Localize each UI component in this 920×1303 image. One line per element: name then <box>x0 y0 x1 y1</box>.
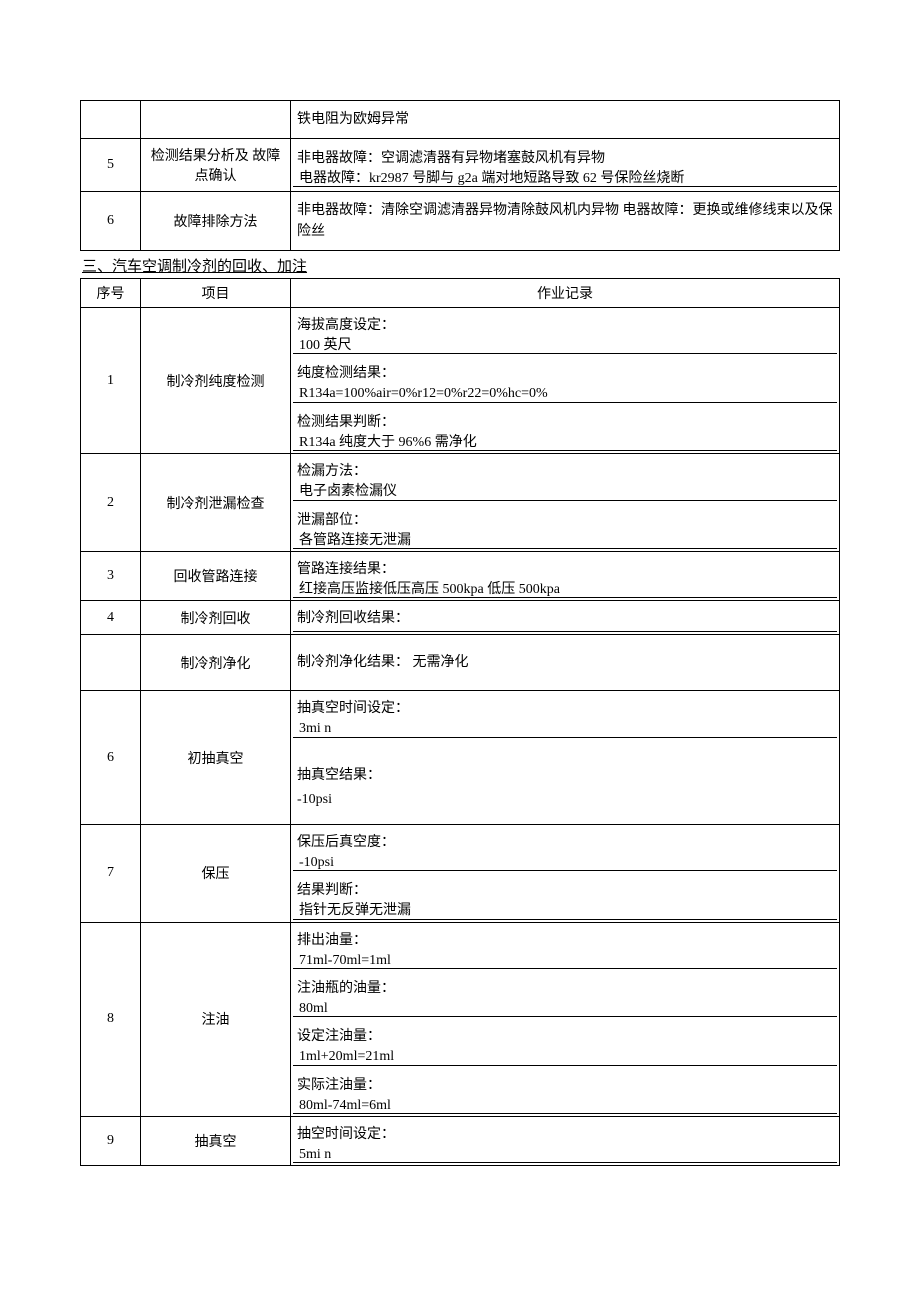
section3-row: 7保压保压后真空度：-10psi 结果判断：指针无反弹无泄漏 <box>81 824 840 922</box>
section3-row: 3回收管路连接管路连接结果：红接高压监接低压高压 500kpa 低压 500kp… <box>81 551 840 600</box>
top-table: 铁电阻为欧姆异常5检测结果分析及 故障点确认非电器故障：空调滤清器有异物堵塞鼓风… <box>80 100 840 251</box>
record-value: 80ml <box>293 999 837 1017</box>
row-num: 8 <box>81 922 141 1117</box>
row-num: 5 <box>81 139 141 192</box>
record-text: 非电器故障：清除空调滤清器异物清除鼓风机内异物 电器故障：更换或维修线束以及保险… <box>291 192 839 250</box>
row-num: 3 <box>81 551 141 600</box>
row-record: 海拔高度设定：100 英尺纯度检测结果：R134a=100%air=0%r12=… <box>291 308 840 454</box>
row-num: 2 <box>81 454 141 552</box>
row-item: 制冷剂泄漏检查 <box>141 454 291 552</box>
record-value: 指针无反弹无泄漏 <box>293 901 837 919</box>
record-label: 排出油量： <box>291 923 839 951</box>
section3-header-row: 序号 项目 作业记录 <box>81 279 840 308</box>
row-item: 制冷剂净化 <box>141 635 291 691</box>
row-record: 非电器故障：空调滤清器有异物堵塞鼓风机有异物电器故障：kr2987 号脚与 g2… <box>291 139 840 192</box>
record-label: 抽空时间设定： <box>291 1117 839 1145</box>
section3-row: 4制冷剂回收制冷剂回收结果： <box>81 601 840 635</box>
row-item: 初抽真空 <box>141 691 291 824</box>
row-item: 回收管路连接 <box>141 551 291 600</box>
row-item: 保压 <box>141 824 291 922</box>
record-label: 海拔高度设定： <box>291 308 839 336</box>
section3-row: 1制冷剂纯度检测海拔高度设定：100 英尺纯度检测结果：R134a=100%ai… <box>81 308 840 454</box>
record-text: 电器故障：kr2987 号脚与 g2a 端对地短路导致 62 号保险丝烧断 <box>293 169 837 187</box>
row-num: 7 <box>81 824 141 922</box>
row-num: 4 <box>81 601 141 635</box>
record-label: 管路连接结果： <box>291 552 839 580</box>
record-value: 各管路连接无泄漏 <box>293 531 837 549</box>
row-record: 抽真空时间设定：3mi n 抽真空结果：-10psi <box>291 691 840 824</box>
record-label: 泄漏部位： <box>291 503 839 531</box>
record-label: 抽真空时间设定： <box>291 691 839 719</box>
top-table-row: 5检测结果分析及 故障点确认非电器故障：空调滤清器有异物堵塞鼓风机有异物电器故障… <box>81 139 840 192</box>
row-item: 检测结果分析及 故障点确认 <box>141 139 291 192</box>
record-value: R134a=100%air=0%r12=0%r22=0%hc=0% <box>293 384 837 402</box>
record-value: -10psi <box>291 786 839 810</box>
row-item: 故障排除方法 <box>141 192 291 251</box>
record-label: 结果判断： <box>291 873 839 901</box>
top-table-row: 6故障排除方法非电器故障：清除空调滤清器异物清除鼓风机内异物 电器故障：更换或维… <box>81 192 840 251</box>
section3-row: 6初抽真空抽真空时间设定：3mi n 抽真空结果：-10psi <box>81 691 840 824</box>
section3-table: 序号 项目 作业记录 1制冷剂纯度检测海拔高度设定：100 英尺纯度检测结果：R… <box>80 278 840 1166</box>
record-label: 纯度检测结果： <box>291 356 839 384</box>
record-value: 100 英尺 <box>293 336 837 354</box>
section3-row: 8注油排出油量：71ml-70ml=1ml 注油瓶的油量：80ml 设定注油量：1m… <box>81 922 840 1117</box>
row-record: 保压后真空度：-10psi 结果判断：指针无反弹无泄漏 <box>291 824 840 922</box>
row-num <box>81 635 141 691</box>
row-num: 9 <box>81 1117 141 1166</box>
row-record: 制冷剂回收结果： <box>291 601 840 635</box>
row-item: 注油 <box>141 922 291 1117</box>
section3-row: 9抽真空抽空时间设定：5mi n <box>81 1117 840 1166</box>
record-label: 检测结果判断： <box>291 405 839 433</box>
row-record: 制冷剂净化结果： 无需净化 <box>291 635 840 691</box>
row-record: 抽空时间设定：5mi n <box>291 1117 840 1166</box>
row-record: 排出油量：71ml-70ml=1ml 注油瓶的油量：80ml 设定注油量：1ml+2… <box>291 922 840 1117</box>
record-text: 铁电阻为欧姆异常 <box>291 101 839 138</box>
row-item: 制冷剂回收 <box>141 601 291 635</box>
section3-title: 三、汽车空调制冷剂的回收、加注 <box>80 255 840 276</box>
record-label: 抽真空结果： <box>291 758 839 786</box>
record-value: 80ml-74ml=6ml <box>293 1096 837 1114</box>
row-item: 抽真空 <box>141 1117 291 1166</box>
record-value: 红接高压监接低压高压 500kpa 低压 500kpa <box>293 580 837 598</box>
record-value: 电子卤素检漏仪 <box>293 482 837 500</box>
header-rec: 作业记录 <box>291 279 840 308</box>
record-value: R134a 纯度大于 96%6 需净化 <box>293 433 837 451</box>
record-label: 制冷剂回收结果： <box>291 601 839 629</box>
record-label: 注油瓶的油量： <box>291 971 839 999</box>
record-value <box>293 629 837 632</box>
record-label: 实际注油量： <box>291 1068 839 1096</box>
record-value: 71ml-70ml=1ml <box>293 951 837 969</box>
row-record: 管路连接结果：红接高压监接低压高压 500kpa 低压 500kpa <box>291 551 840 600</box>
record-text: 制冷剂净化结果： 无需净化 <box>291 644 839 681</box>
record-value: -10psi <box>293 853 837 871</box>
row-record: 非电器故障：清除空调滤清器异物清除鼓风机内异物 电器故障：更换或维修线束以及保险… <box>291 192 840 251</box>
record-value: 1ml+20ml=21ml <box>293 1047 837 1065</box>
section3-row: 2制冷剂泄漏检查检漏方法：电子卤素检漏仪泄漏部位：各管路连接无泄漏 <box>81 454 840 552</box>
record-text: 非电器故障：空调滤清器有异物堵塞鼓风机有异物 <box>291 141 839 169</box>
row-item: 制冷剂纯度检测 <box>141 308 291 454</box>
row-num: 6 <box>81 192 141 251</box>
row-item <box>141 101 291 139</box>
row-num: 6 <box>81 691 141 824</box>
row-record: 铁电阻为欧姆异常 <box>291 101 840 139</box>
row-record: 检漏方法：电子卤素检漏仪泄漏部位：各管路连接无泄漏 <box>291 454 840 552</box>
record-value: 3mi n <box>293 719 837 737</box>
top-table-row: 铁电阻为欧姆异常 <box>81 101 840 139</box>
row-num <box>81 101 141 139</box>
record-label: 保压后真空度： <box>291 825 839 853</box>
record-label: 检漏方法： <box>291 454 839 482</box>
header-num: 序号 <box>81 279 141 308</box>
row-num: 1 <box>81 308 141 454</box>
record-label: 设定注油量： <box>291 1019 839 1047</box>
section3-row: 制冷剂净化制冷剂净化结果： 无需净化 <box>81 635 840 691</box>
header-item: 项目 <box>141 279 291 308</box>
record-value: 5mi n <box>293 1145 837 1163</box>
